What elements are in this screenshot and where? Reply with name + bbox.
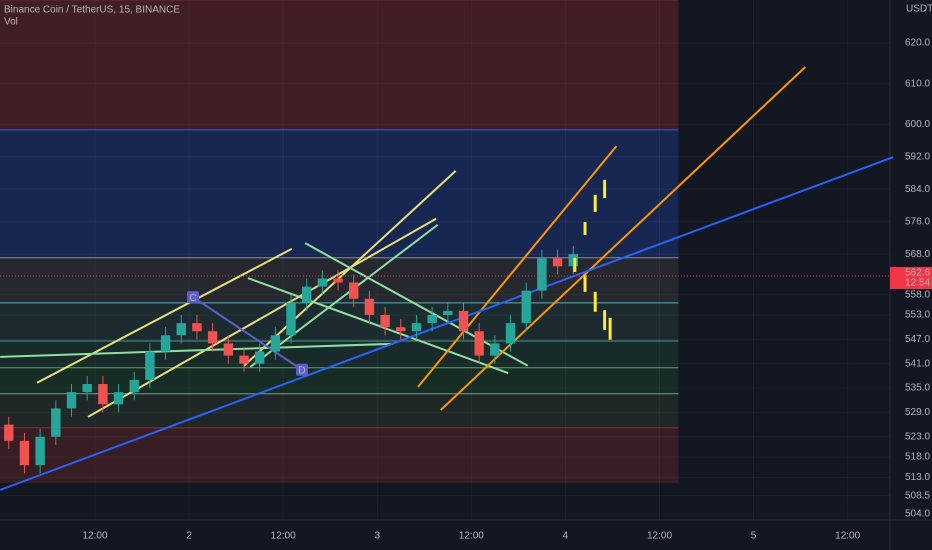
point-marker [295, 363, 308, 376]
y-tick-label: 592.0 [905, 151, 930, 162]
y-tick-label: 535.0 [905, 383, 930, 394]
candle-body [207, 331, 218, 344]
x-tick-label: 5 [751, 531, 757, 542]
candle-body [270, 335, 281, 352]
trend-line [192, 296, 303, 371]
y-tick-label: 518.0 [905, 452, 930, 463]
candle-body [301, 286, 312, 303]
candle-body [98, 384, 108, 405]
candle-body [254, 351, 265, 364]
price-zone [0, 302, 679, 341]
trend-line [247, 277, 509, 374]
candle-body [568, 254, 578, 267]
price-zone [0, 367, 679, 394]
y-tick-label: 600.0 [905, 119, 930, 130]
candle-body [552, 258, 563, 267]
candle-body [537, 258, 547, 291]
y-tick-label: 553.0 [905, 310, 930, 321]
x-tick-label: 12:00 [647, 531, 672, 542]
candle-body [443, 310, 453, 316]
candle-body [239, 355, 249, 364]
candle-body [66, 392, 77, 409]
last-price-badge [890, 267, 932, 290]
candle-body [317, 278, 328, 287]
price-zone [0, 129, 679, 258]
candle-body [35, 436, 45, 466]
price-zone [0, 393, 679, 428]
candle-body [364, 298, 375, 316]
trend-line [87, 217, 437, 418]
candle-body [286, 302, 296, 336]
candle-body [192, 323, 202, 332]
price-zone [0, 427, 679, 484]
point-marker [187, 291, 200, 304]
x-tick-label: 3 [374, 531, 380, 542]
x-tick-label: 12:00 [271, 531, 296, 542]
y-tick-label: 529.0 [905, 407, 930, 418]
x-tick-label: 2 [186, 531, 192, 542]
candle-body [82, 384, 92, 393]
trend-line [36, 247, 293, 384]
price-zone [0, 0, 679, 130]
chart-title: Binance Coin / TetherUS, 15, BINANCE [4, 5, 180, 16]
candle-body [380, 315, 390, 328]
countdown-label: 12:54 [905, 278, 930, 289]
candle-body [160, 335, 171, 352]
y-tick-label: 576.0 [905, 216, 930, 227]
y-tick-label: 508.5 [905, 490, 930, 501]
trend-line [0, 156, 894, 491]
indicator-label: Vol [4, 17, 18, 28]
trend-line [0, 342, 393, 358]
y-tick-label: 584.0 [905, 184, 930, 195]
candle-body [427, 315, 437, 324]
trend-line [249, 224, 439, 368]
candle-body [129, 379, 139, 393]
candle-body [411, 323, 422, 332]
candle-body [521, 290, 531, 324]
candle-body [458, 310, 469, 332]
x-tick-label: 12:00 [459, 531, 484, 542]
candle-body [4, 424, 14, 441]
y-tick-label: 523.0 [905, 431, 930, 442]
y-tick-label: 620.0 [905, 38, 930, 49]
candle-body [349, 282, 359, 299]
x-tick-label: 12:00 [83, 531, 108, 542]
point-label: D [298, 365, 305, 376]
y-tick-label: 568.0 [905, 249, 930, 260]
point-label: C [189, 293, 196, 304]
x-tick-label: 12:00 [835, 531, 860, 542]
candle-body [113, 392, 124, 405]
y-tick-label: 610.0 [905, 78, 930, 89]
candle-body [176, 323, 186, 336]
y-tick-label: 513.0 [905, 472, 930, 483]
candle-body [474, 331, 484, 356]
y-tick-label: 558.0 [905, 289, 930, 300]
plot-area: CD [0, 0, 894, 491]
candle-body [505, 323, 516, 344]
candle-body [19, 440, 30, 466]
x-tick-label: 4 [563, 531, 569, 542]
y-tick-label: 504.0 [905, 509, 930, 520]
y-tick-label: 547.0 [905, 334, 930, 345]
last-price-label: 562.6 [905, 268, 930, 279]
candle-body [223, 343, 234, 356]
y-tick-label: 541.0 [905, 358, 930, 369]
candle-body [333, 278, 343, 283]
trend-line [440, 66, 807, 411]
candle-body [396, 327, 406, 332]
currency-label: USDT [906, 4, 932, 15]
trend-line [417, 145, 618, 388]
candle-body [490, 343, 500, 356]
candle-body [145, 351, 155, 380]
candle-body [51, 408, 61, 437]
